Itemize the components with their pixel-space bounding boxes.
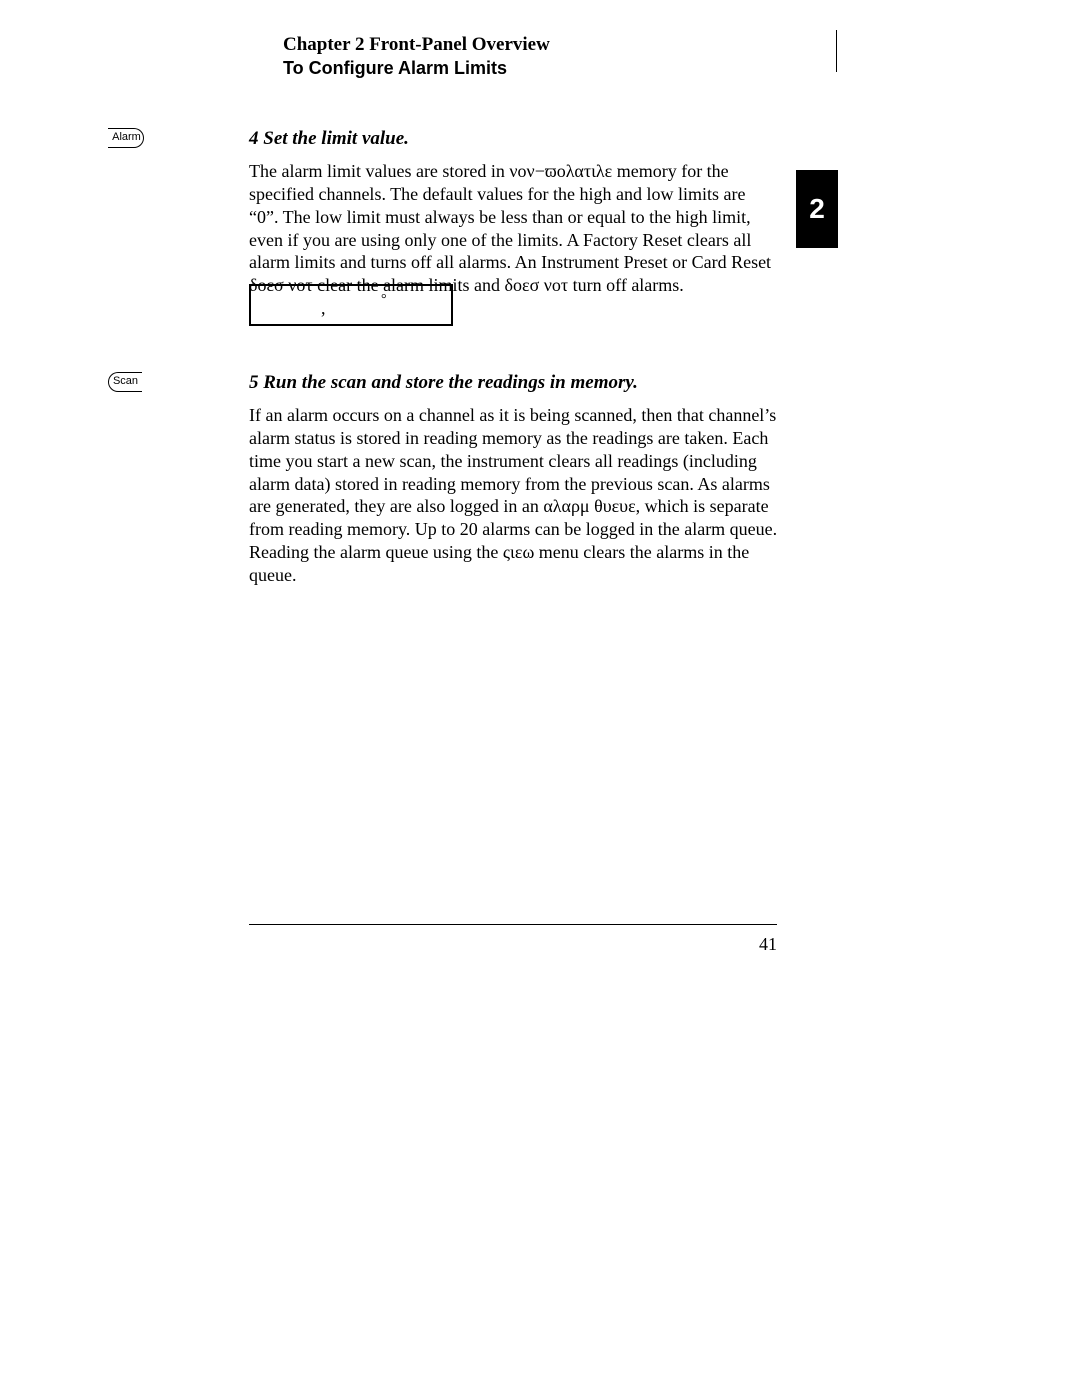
step-4-heading: 4 Set the limit value. — [249, 128, 779, 150]
alarm-button-icon: Alarm — [108, 128, 144, 148]
page-number: 41 — [745, 934, 777, 955]
page-header: Chapter 2 Front-Panel Overview To Config… — [283, 34, 823, 79]
step-4: 4 Set the limit value. The alarm limit v… — [249, 128, 779, 297]
footer-rule — [249, 924, 777, 925]
step-5: 5 Run the scan and store the readings in… — [249, 372, 779, 587]
scan-button-icon: Scan — [108, 372, 142, 392]
section-title: To Configure Alarm Limits — [283, 58, 823, 79]
display-comma: , — [321, 298, 326, 319]
chapter-title: Chapter 2 Front-Panel Overview — [283, 34, 823, 56]
chapter-tab: 2 — [796, 170, 838, 248]
header-separator — [836, 30, 837, 72]
chapter-tab-number: 2 — [809, 193, 825, 225]
instrument-display: , ° — [249, 284, 453, 326]
step-4-body: The alarm limit values are stored in νον… — [249, 160, 779, 297]
step-5-body: If an alarm occurs on a channel as it is… — [249, 404, 779, 587]
step-5-heading: 5 Run the scan and store the readings in… — [249, 372, 779, 394]
page: Chapter 2 Front-Panel Overview To Config… — [0, 0, 1080, 1397]
display-degree: ° — [381, 292, 387, 308]
